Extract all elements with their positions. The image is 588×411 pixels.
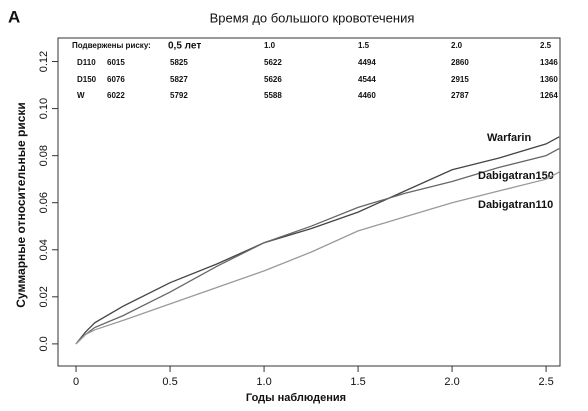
risk-table-column: 2.5 (540, 41, 552, 50)
risk-table-cell: 4460 (358, 91, 376, 100)
x-tick-label: 1.0 (256, 376, 271, 388)
risk-table-row-label: W (77, 91, 85, 100)
legend-label: Warfarin (487, 132, 531, 144)
series-line (75, 148, 560, 345)
risk-table-cell: 1346 (540, 58, 558, 67)
risk-table-row-label: D110 (77, 58, 96, 67)
y-tick-label: 0.08 (38, 145, 50, 166)
risk-table-cell: 4494 (358, 58, 376, 67)
risk-table-cell: 2860 (451, 58, 469, 67)
risk-table-column: 0,5 лет (168, 41, 201, 52)
risk-table-cell: 5827 (170, 75, 188, 84)
risk-table-cell: 1360 (540, 75, 558, 84)
series-line (75, 171, 560, 345)
risk-table-cell: 5622 (264, 58, 282, 67)
legend-label: Dabigatran150 (478, 170, 554, 182)
risk-table-cell: 2787 (451, 91, 469, 100)
risk-table-cell: 4544 (358, 75, 376, 84)
risk-table-cell: 5626 (264, 75, 282, 84)
x-axis-label: Годы наблюдения (246, 392, 346, 404)
risk-table-cell: 5588 (264, 91, 282, 100)
x-tick-label: 0 (73, 376, 79, 388)
y-tick-label: 0.0 (38, 336, 50, 351)
risk-table-cell: 6015 (107, 58, 125, 67)
y-tick-label: 0.10 (38, 98, 50, 119)
chart-title: Время до большого кровотечения (210, 10, 415, 25)
panel-label: A (8, 7, 20, 26)
y-axis-label: Суммарные относительные риски (14, 102, 28, 307)
x-tick-label: 2.5 (538, 376, 553, 388)
risk-table-cell: 5825 (170, 58, 188, 67)
risk-table-cell: 6022 (107, 91, 125, 100)
risk-table-title: Подвержены риску: (72, 41, 151, 50)
x-tick-label: 2.0 (444, 376, 459, 388)
risk-table-column: 1.5 (358, 41, 370, 50)
y-tick-label: 0.06 (38, 192, 50, 213)
x-tick-label: 1.5 (350, 376, 365, 388)
y-tick-label: 0.02 (38, 286, 50, 307)
y-tick-label: 0.12 (38, 51, 50, 72)
risk-table-cell: 2915 (451, 75, 469, 84)
risk-table-cell: 6076 (107, 75, 125, 84)
risk-table-row-label: D150 (77, 75, 97, 84)
legend-label: Dabigatran110 (478, 199, 553, 211)
series-line (75, 136, 560, 345)
plot-frame (57, 37, 561, 367)
risk-table-cell: 5792 (170, 91, 188, 100)
risk-table-cell: 1264 (540, 91, 558, 100)
risk-table-column: 2.0 (451, 41, 463, 50)
x-tick-label: 0.5 (162, 376, 177, 388)
y-tick-label: 0.04 (38, 239, 50, 260)
risk-table-column: 1.0 (264, 41, 276, 50)
